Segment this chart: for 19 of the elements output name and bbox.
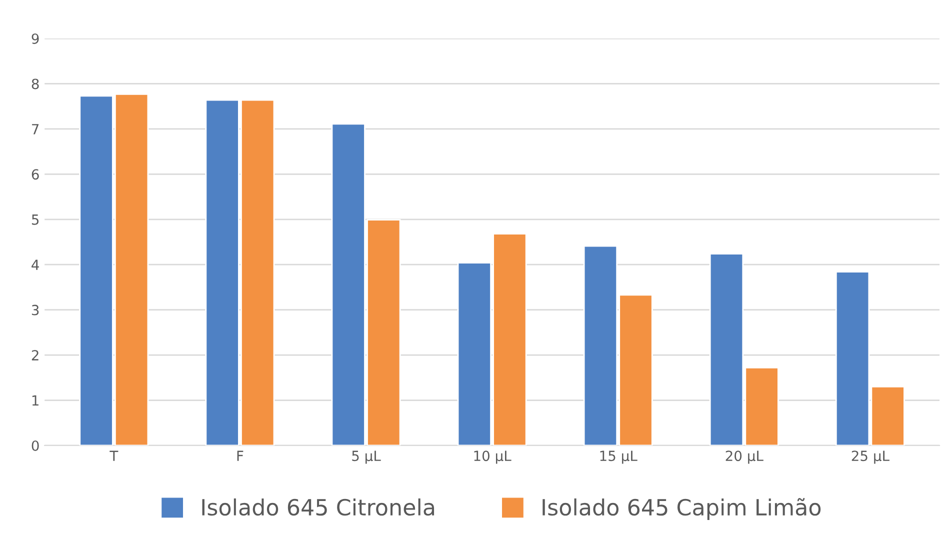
legend-label: Isolado 645 Capim Limão <box>542 498 821 520</box>
y-tick-label: 6 <box>32 169 39 180</box>
y-tick-label: 0 <box>32 440 39 451</box>
y-tick-label: 8 <box>32 78 39 90</box>
x-tick-label: 10 µL <box>474 450 512 464</box>
x-tick-label: T <box>110 450 118 461</box>
y-tick-label: 7 <box>32 124 39 134</box>
x-tick-label: 5 µL <box>352 450 381 464</box>
y-tick-label: 3 <box>32 304 39 316</box>
x-tick-label: 15 µL <box>600 450 638 464</box>
y-tick-label: 5 <box>32 214 39 225</box>
y-tick-label: 4 <box>32 260 39 270</box>
x-tick-label: 20 µL <box>726 450 764 464</box>
y-tick-label: 9 <box>32 33 39 44</box>
legend-label: Isolado 645 Citronela <box>202 498 434 516</box>
y-tick-label: 1 <box>32 395 38 406</box>
x-tick-label: F <box>237 450 244 461</box>
y-tick-label: 2 <box>32 350 38 360</box>
x-tick-label: 25 µL <box>852 450 890 464</box>
